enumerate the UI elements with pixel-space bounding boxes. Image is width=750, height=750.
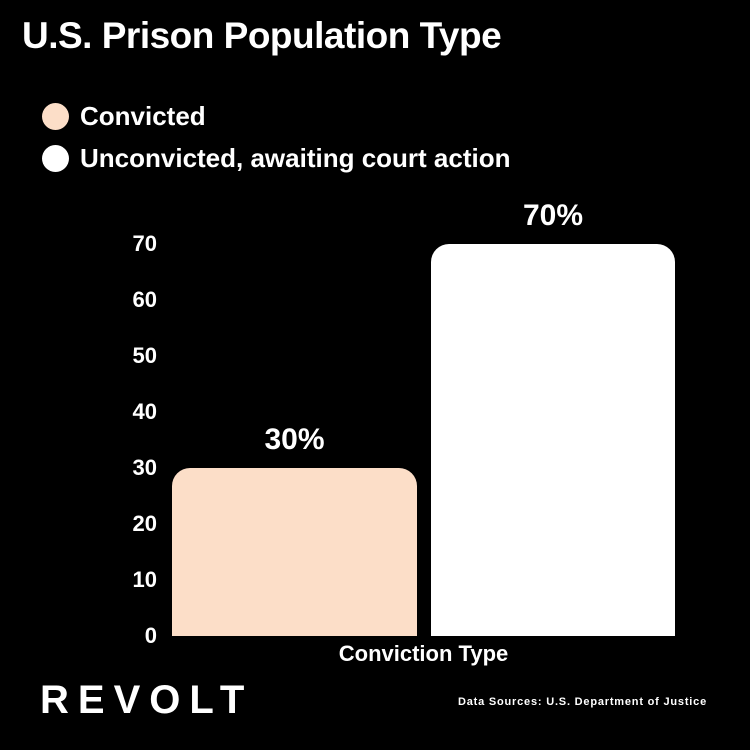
legend-swatch-circle-icon xyxy=(42,102,69,130)
y-tick-label-20: 20 xyxy=(132,511,157,536)
y-tick-label-60: 60 xyxy=(132,287,157,312)
legend: Convicted Unconvicted, awaiting court act… xyxy=(42,95,511,179)
y-tick-label-50: 50 xyxy=(132,343,157,368)
y-tick-label-30: 30 xyxy=(132,455,157,480)
y-tick-label-40: 40 xyxy=(132,399,157,424)
revolt-logo: REVOLT xyxy=(40,678,254,722)
y-tick-label-70: 70 xyxy=(132,231,157,256)
y-tick-label-10: 10 xyxy=(132,567,157,592)
legend-item-label: Unconvicted, awaiting court action xyxy=(80,142,511,173)
bar-convicted xyxy=(172,468,417,636)
legend-item-label: Convicted xyxy=(80,100,206,131)
bar-value-label-unconvicted-awaiting-court-action: 70% xyxy=(522,199,584,232)
legend-item-unconvicted-awaiting-court-action: Unconvicted, awaiting court action xyxy=(42,137,511,179)
y-tick-label-0: 0 xyxy=(144,623,157,648)
x-axis-label: Conviction Type xyxy=(338,641,509,666)
bar-unconvicted-awaiting-court-action xyxy=(431,244,675,636)
bar-value-label-convicted: 30% xyxy=(264,423,325,456)
legend-swatch-circle-icon xyxy=(42,144,69,172)
chart-title: U.S. Prison Population Type xyxy=(22,15,502,56)
data-sources-text: Data Sources: U.S. Department of Justice xyxy=(457,696,707,708)
legend-item-convicted: Convicted xyxy=(42,95,511,137)
